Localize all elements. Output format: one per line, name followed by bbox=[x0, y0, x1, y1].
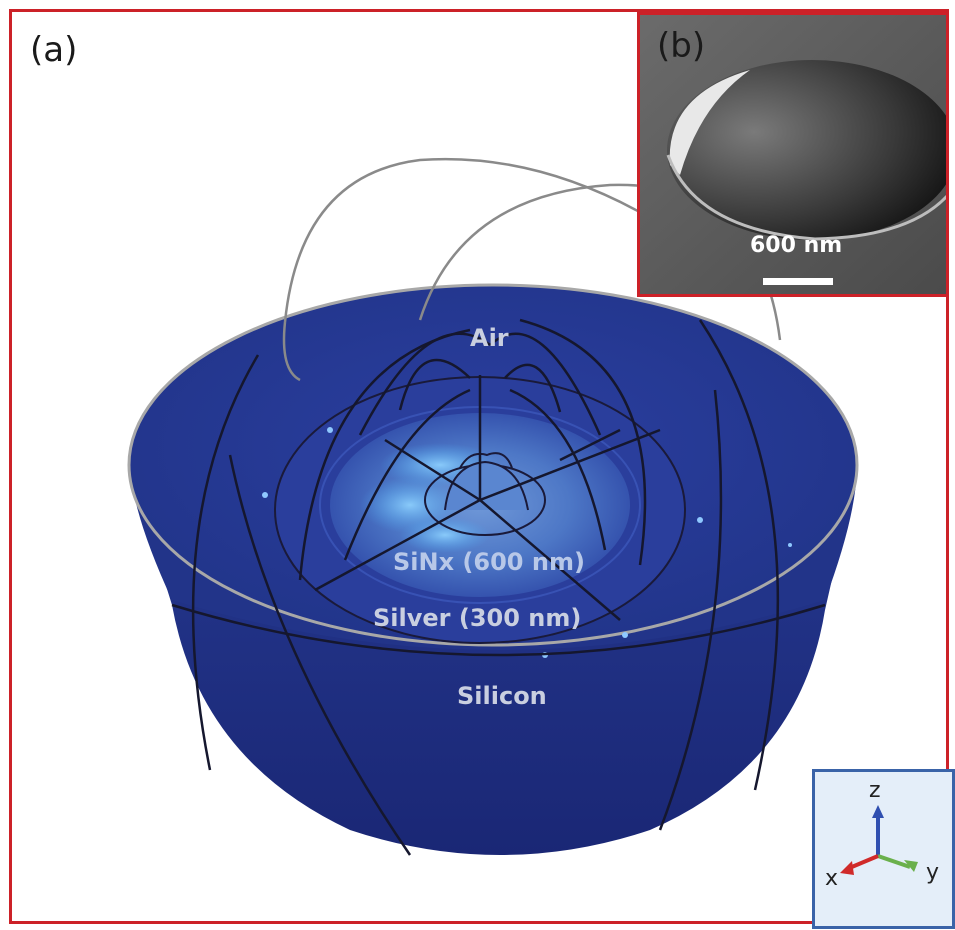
top-disk-rim bbox=[127, 283, 859, 647]
panel-b-label: (b) bbox=[657, 26, 706, 66]
scale-bar-label: 600 nm bbox=[750, 233, 843, 258]
speckle bbox=[697, 517, 703, 523]
construction-lines bbox=[171, 318, 826, 856]
speckle bbox=[327, 427, 333, 433]
sem-hole-bright-edge bbox=[669, 70, 750, 175]
speckle bbox=[788, 543, 792, 547]
layer-label-sinx: SiNx (600 nm) bbox=[393, 548, 585, 576]
speckle bbox=[262, 492, 268, 498]
sem-hole bbox=[667, 60, 946, 240]
panel-a-label: (a) bbox=[30, 30, 78, 70]
scale-bar bbox=[763, 278, 833, 285]
field-glow-bottom bbox=[400, 517, 490, 553]
axis-x-label: x bbox=[825, 866, 839, 891]
axes-orientation-box bbox=[812, 769, 955, 929]
axis-y-label: y bbox=[926, 860, 940, 885]
layer-label-air: Air bbox=[470, 324, 509, 352]
axis-z-label: z bbox=[869, 778, 881, 803]
speckle bbox=[622, 632, 628, 638]
inner-dome bbox=[444, 460, 529, 511]
sem-inset bbox=[637, 12, 949, 297]
inner-dome-cap bbox=[459, 452, 513, 469]
layer-label-silicon: Silicon bbox=[457, 682, 547, 710]
sem-image bbox=[640, 15, 946, 294]
panel-a-frame bbox=[9, 9, 949, 924]
layer-label-silver: Silver (300 nm) bbox=[373, 604, 582, 632]
